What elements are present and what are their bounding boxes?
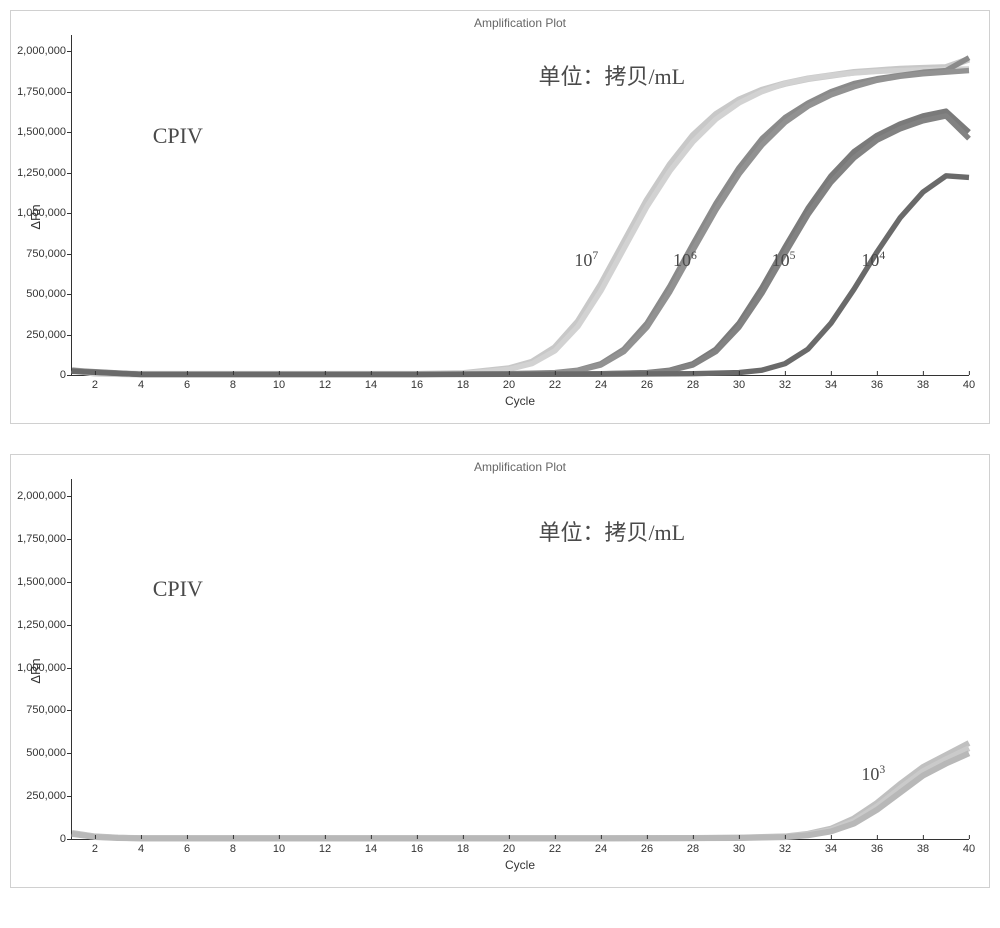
x-tick: 18 bbox=[457, 839, 469, 855]
chart-2-plot: CPIV 单位：拷贝/mL 103 0250,000500,000750,000… bbox=[71, 479, 969, 840]
chart-2-cpiv-label: CPIV bbox=[153, 576, 203, 602]
x-tick: 18 bbox=[457, 375, 469, 391]
chart-1-plot: CPIV 单位：拷贝/mL 107 106 105 104 0250,00050… bbox=[71, 35, 969, 376]
x-tick: 16 bbox=[411, 375, 423, 391]
chart-2-title: Amplification Plot bbox=[71, 460, 969, 474]
x-tick: 22 bbox=[549, 375, 561, 391]
chart-1-curve-label-2: 105 bbox=[772, 249, 796, 271]
y-tick: 1,750,000 bbox=[17, 533, 72, 545]
x-tick: 6 bbox=[184, 839, 190, 855]
y-tick: 250,000 bbox=[26, 790, 72, 802]
x-tick: 28 bbox=[687, 375, 699, 391]
x-tick: 16 bbox=[411, 839, 423, 855]
series-line bbox=[72, 58, 969, 375]
y-tick: 500,000 bbox=[26, 288, 72, 300]
x-tick: 10 bbox=[273, 375, 285, 391]
y-tick: 1,000,000 bbox=[17, 207, 72, 219]
x-tick: 34 bbox=[825, 375, 837, 391]
y-tick: 2,000,000 bbox=[17, 490, 72, 502]
chart-2-xlabel: Cycle bbox=[71, 858, 969, 872]
x-tick: 38 bbox=[917, 839, 929, 855]
series-line bbox=[72, 69, 969, 374]
series-line bbox=[72, 176, 969, 375]
x-tick: 26 bbox=[641, 375, 653, 391]
y-tick: 1,500,000 bbox=[17, 576, 72, 588]
chart-1-title: Amplification Plot bbox=[71, 16, 969, 30]
series-line bbox=[72, 59, 969, 374]
chart-1-svg bbox=[72, 35, 969, 375]
x-tick: 14 bbox=[365, 375, 377, 391]
x-tick: 34 bbox=[825, 839, 837, 855]
chart-1-curve-label-0: 107 bbox=[574, 249, 598, 271]
chart-1-curve-label-1: 106 bbox=[673, 249, 697, 271]
x-tick: 4 bbox=[138, 839, 144, 855]
x-tick: 40 bbox=[963, 839, 975, 855]
series-line bbox=[72, 71, 969, 375]
y-tick: 1,000,000 bbox=[17, 662, 72, 674]
y-tick: 0 bbox=[60, 833, 72, 845]
x-tick: 8 bbox=[230, 839, 236, 855]
x-tick: 36 bbox=[871, 839, 883, 855]
chart-2-curve-label: 103 bbox=[861, 763, 885, 785]
y-tick: 1,750,000 bbox=[17, 86, 72, 98]
chart-1-curve-label-3: 104 bbox=[861, 249, 885, 271]
x-tick: 20 bbox=[503, 839, 515, 855]
chart-1-legend: 单位：拷贝/mL bbox=[538, 59, 685, 91]
series-line bbox=[72, 116, 969, 374]
chart-2-legend: 单位：拷贝/mL bbox=[538, 515, 685, 547]
x-tick: 26 bbox=[641, 839, 653, 855]
x-tick: 12 bbox=[319, 839, 331, 855]
x-tick: 24 bbox=[595, 375, 607, 391]
x-tick: 2 bbox=[92, 839, 98, 855]
y-tick: 1,250,000 bbox=[17, 167, 72, 179]
x-tick: 40 bbox=[963, 375, 975, 391]
chart-1-cpiv-label: CPIV bbox=[153, 123, 203, 149]
x-tick: 8 bbox=[230, 375, 236, 391]
x-tick: 10 bbox=[273, 839, 285, 855]
y-tick: 0 bbox=[60, 369, 72, 381]
x-tick: 32 bbox=[779, 375, 791, 391]
x-tick: 2 bbox=[92, 375, 98, 391]
chart-1-xlabel: Cycle bbox=[71, 394, 969, 408]
series-line bbox=[72, 743, 969, 838]
x-tick: 38 bbox=[917, 375, 929, 391]
chart-1: Amplification Plot ΔRn CPIV 单位：拷贝/mL 107… bbox=[10, 10, 990, 424]
y-tick: 1,500,000 bbox=[17, 126, 72, 138]
y-tick: 750,000 bbox=[26, 248, 72, 260]
x-tick: 20 bbox=[503, 375, 515, 391]
y-tick: 750,000 bbox=[26, 704, 72, 716]
x-tick: 36 bbox=[871, 375, 883, 391]
x-tick: 24 bbox=[595, 839, 607, 855]
x-tick: 12 bbox=[319, 375, 331, 391]
y-tick: 2,000,000 bbox=[17, 45, 72, 57]
x-tick: 32 bbox=[779, 839, 791, 855]
x-tick: 4 bbox=[138, 375, 144, 391]
x-tick: 30 bbox=[733, 839, 745, 855]
x-tick: 28 bbox=[687, 839, 699, 855]
x-tick: 22 bbox=[549, 839, 561, 855]
y-tick: 1,250,000 bbox=[17, 619, 72, 631]
y-tick: 500,000 bbox=[26, 747, 72, 759]
chart-2-svg bbox=[72, 479, 969, 839]
x-tick: 14 bbox=[365, 839, 377, 855]
y-tick: 250,000 bbox=[26, 329, 72, 341]
x-tick: 6 bbox=[184, 375, 190, 391]
x-tick: 30 bbox=[733, 375, 745, 391]
chart-2: Amplification Plot ΔRn CPIV 单位：拷贝/mL 103… bbox=[10, 454, 990, 888]
series-line bbox=[72, 111, 969, 374]
